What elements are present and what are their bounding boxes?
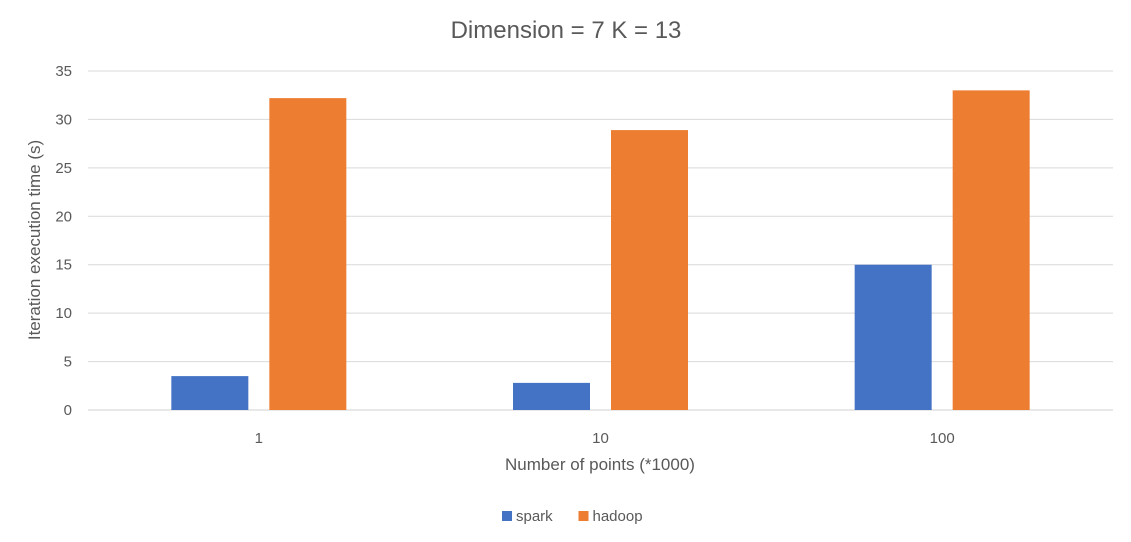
bar-spark-10 [513, 382, 590, 410]
chart-title: Dimension = 7 K = 13 [451, 17, 682, 44]
y-tick-label: 15 [55, 257, 72, 274]
legend-swatch-spark [502, 511, 512, 521]
y-tick-label: 30 [55, 111, 72, 128]
bar-spark-100 [854, 264, 932, 410]
x-axis-title: Number of points (*1000) [505, 455, 695, 474]
y-tick-label: 35 [55, 63, 72, 80]
y-tick-label: 20 [55, 208, 72, 225]
legend-swatch-hadoop [578, 511, 589, 521]
bars [171, 90, 1030, 411]
x-tick-label: 100 [930, 430, 955, 447]
y-tick-label: 5 [64, 354, 72, 371]
x-axis-ticks: 1 10 100 [255, 430, 955, 447]
y-tick-label: 10 [55, 305, 72, 322]
y-axis-ticks: 0 5 10 15 20 25 30 35 [55, 63, 72, 419]
x-tick-label: 1 [255, 430, 263, 447]
x-tick-label: 10 [592, 430, 609, 447]
bar-hadoop-10 [611, 130, 688, 410]
bar-hadoop-1 [269, 98, 347, 411]
y-axis-title: Iteration execution time (s) [25, 140, 44, 340]
legend: spark hadoop [502, 508, 643, 525]
y-tick-label: 25 [55, 160, 72, 177]
legend-label-hadoop: hadoop [593, 508, 643, 525]
y-tick-label: 0 [64, 402, 72, 419]
bar-spark-1 [171, 376, 249, 410]
bar-hadoop-100 [952, 90, 1030, 410]
legend-label-spark: spark [516, 508, 553, 525]
gridlines [88, 70, 1113, 411]
